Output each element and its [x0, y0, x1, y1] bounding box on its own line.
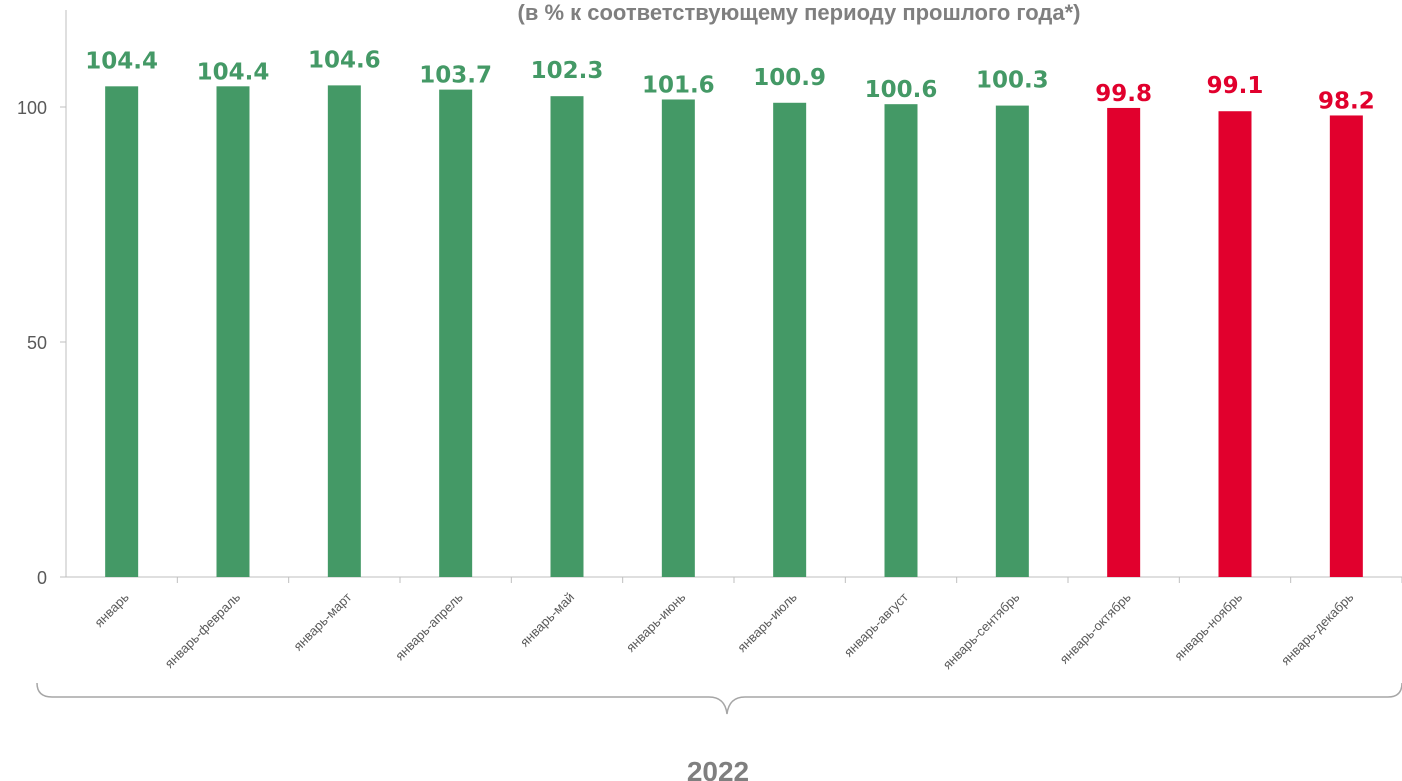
data-label: 102.3 [531, 58, 604, 84]
x-tick-label: январь-март [290, 589, 354, 653]
x-tick-label: январь-октябрь [1057, 589, 1134, 666]
x-tick-label: январь-июль [734, 589, 800, 655]
y-tick-label: 100 [17, 98, 47, 118]
y-tick-label: 0 [37, 568, 47, 588]
x-tick-label: январь-июнь [623, 589, 689, 655]
x-tick-label: январь-декабрь [1278, 589, 1357, 668]
bar [550, 96, 584, 577]
x-tick-label: январь-ноябрь [1171, 589, 1245, 663]
data-label: 103.7 [419, 63, 492, 89]
data-label: 100.6 [865, 77, 938, 103]
bar [327, 85, 361, 577]
data-label: 104.6 [308, 47, 381, 73]
bar [884, 104, 918, 578]
bar [773, 102, 807, 578]
x-tick-label: январь-август [841, 589, 911, 659]
data-label: 101.6 [642, 72, 715, 98]
bar [1218, 111, 1252, 577]
x-tick-label: январь [91, 589, 132, 630]
data-label: 98.2 [1318, 88, 1375, 114]
x-tick-label: январь-май [517, 590, 577, 650]
year-label: 2022 [687, 756, 749, 781]
data-label: 99.1 [1207, 73, 1264, 99]
bar [216, 86, 250, 577]
chart-title: (в % к соответствующему периоду прошлого… [518, 0, 1081, 25]
bar [1107, 107, 1141, 577]
year-brace [36, 682, 1402, 715]
bar [661, 99, 695, 577]
x-tick-label: январь-сентябрь [940, 589, 1023, 672]
data-label: 104.4 [85, 48, 158, 74]
bar [439, 89, 473, 578]
data-label: 104.4 [197, 59, 270, 85]
bar [105, 86, 139, 577]
data-label: 99.8 [1095, 81, 1152, 107]
data-label: 100.9 [753, 65, 826, 91]
data-label: 100.3 [976, 68, 1049, 94]
bar [1329, 115, 1363, 578]
y-tick-label: 50 [27, 333, 47, 353]
x-tick-label: январь-февраль [162, 589, 244, 671]
x-tick-label: январь-апрель [392, 589, 466, 663]
bar [995, 105, 1029, 577]
